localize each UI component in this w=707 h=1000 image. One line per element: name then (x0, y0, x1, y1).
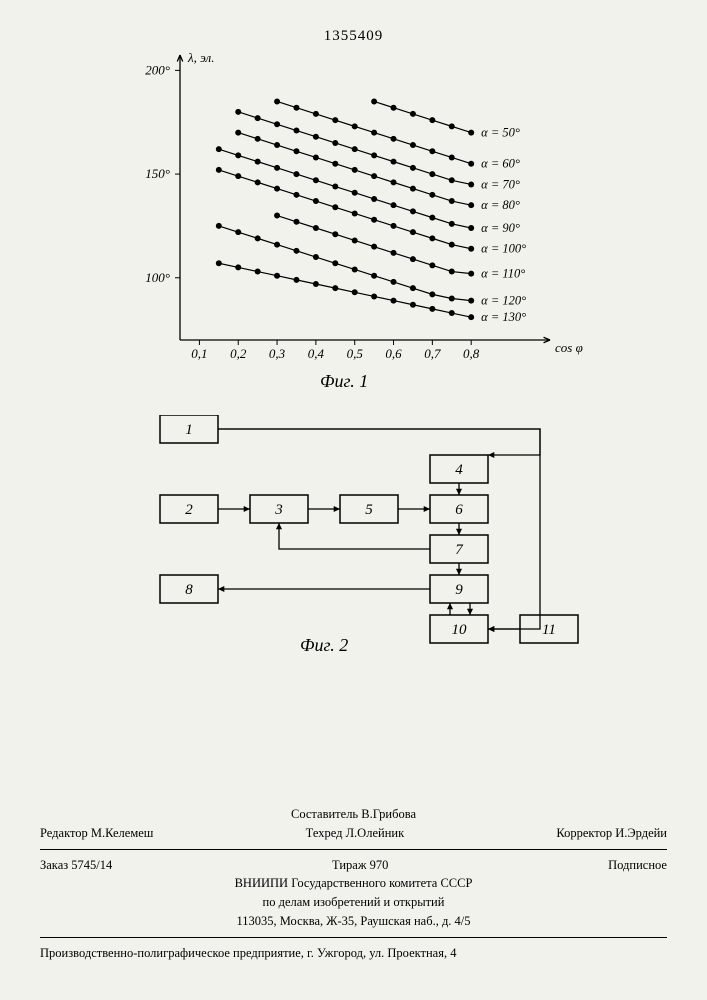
colophon-footer: Составитель В.Грибова Редактор М.Келемеш… (40, 805, 667, 962)
svg-text:α = 60°: α = 60° (481, 157, 520, 171)
svg-text:λ, эл.: λ, эл. (187, 50, 214, 65)
svg-text:α = 100°: α = 100° (481, 242, 526, 256)
svg-text:0,2: 0,2 (230, 346, 247, 361)
svg-text:5: 5 (365, 502, 373, 518)
svg-text:cos φ: cos φ (555, 340, 583, 355)
document-number: 1355409 (0, 28, 707, 45)
svg-text:8: 8 (185, 582, 193, 598)
editor-line: Редактор М.Келемеш (40, 824, 153, 843)
svg-text:0,6: 0,6 (385, 346, 402, 361)
svg-text:α = 50°: α = 50° (481, 126, 520, 140)
svg-text:α = 70°: α = 70° (481, 177, 520, 191)
svg-text:7: 7 (455, 542, 464, 558)
svg-text:3: 3 (274, 502, 283, 518)
org1-line: ВНИИПИ Государственного комитета СССР (40, 874, 667, 893)
svg-text:α = 90°: α = 90° (481, 221, 520, 235)
org2-line: по делам изобретений и открытий (40, 893, 667, 912)
svg-text:0,1: 0,1 (191, 346, 207, 361)
svg-text:0,7: 0,7 (424, 346, 441, 361)
order-line: Заказ 5745/14 (40, 856, 112, 875)
svg-text:α = 130°: α = 130° (481, 310, 526, 324)
svg-text:150°: 150° (145, 166, 170, 181)
svg-text:10: 10 (452, 622, 468, 638)
addr-line: 113035, Москва, Ж-35, Раушская наб., д. … (40, 912, 667, 931)
svg-text:α = 80°: α = 80° (481, 198, 520, 212)
figure-2-caption: Фиг. 2 (300, 635, 348, 656)
tech-line: Техред Л.Олейник (306, 824, 404, 843)
svg-text:1: 1 (185, 422, 193, 438)
compiler-line: Составитель В.Грибова (40, 805, 667, 824)
figure-1-caption: Фиг. 1 (320, 371, 368, 392)
svg-text:100°: 100° (145, 270, 170, 285)
figure-2-block-diagram: 1 2 3 4 5 6 7 8 9 10 11 Фиг. 2 (120, 415, 620, 705)
svg-text:2: 2 (185, 502, 193, 518)
svg-text:α = 120°: α = 120° (481, 294, 526, 308)
svg-text:4: 4 (455, 462, 463, 478)
svg-text:α = 110°: α = 110° (481, 267, 525, 281)
svg-text:200°: 200° (145, 62, 170, 77)
svg-text:0,4: 0,4 (308, 346, 325, 361)
svg-text:0,8: 0,8 (463, 346, 480, 361)
corrector-line: Корректор И.Эрдейи (556, 824, 667, 843)
print-line: Производственно-полиграфическое предприя… (40, 944, 667, 963)
svg-text:6: 6 (455, 502, 463, 518)
figure-1-chart: 0,1 0,2 0,3 0,4 0,5 0,6 0,7 0,8 100° 150° 200° λ, э… (120, 50, 600, 390)
svg-text:9: 9 (455, 582, 463, 598)
tirazh-line: Тираж 970 (332, 856, 388, 875)
svg-text:0,3: 0,3 (269, 346, 286, 361)
svg-text:11: 11 (542, 622, 556, 638)
svg-text:0,5: 0,5 (347, 346, 364, 361)
sub-line: Подписное (608, 856, 667, 875)
